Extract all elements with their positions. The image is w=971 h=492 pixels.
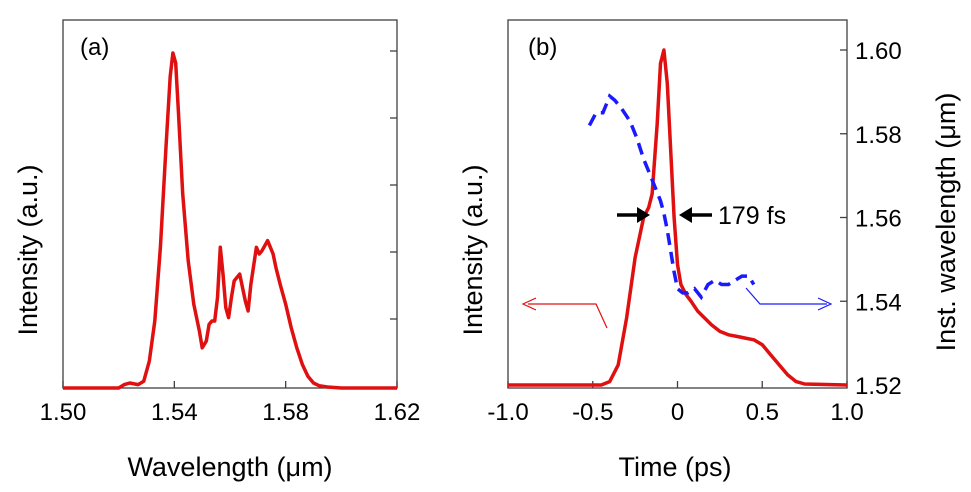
panel-b-x-tick-label: -1.0 — [487, 399, 528, 426]
panel-b-inst-wavelength-line — [587, 93, 756, 301]
panel-b-right-y-axis-label: Inst. wavelength (μm) — [931, 93, 961, 352]
panel-a-spectrum-line — [63, 51, 397, 390]
fwhm-right-arrow — [679, 207, 712, 223]
panel-b: -1.0 -0.5 0 0.5 1.0 1.52 1.54 1.56 1.58 1.60 (b)… — [458, 19, 961, 482]
panel-b-right-y-tick-label: 1.54 — [855, 289, 902, 316]
right-axis-indicator-arrow — [745, 287, 833, 311]
panel-b-x-tick-label: -0.5 — [572, 399, 613, 426]
panel-b-y-axis-label: Intensity (a.u.) — [458, 164, 488, 335]
panel-b-x-tick-label: 0.5 — [746, 399, 779, 426]
panel-b-right-y-tick-label: 1.52 — [855, 373, 902, 400]
panel-b-label: (b) — [528, 34, 557, 61]
panel-a-y-ticks — [390, 50, 397, 320]
panel-a-x-tick-label: 1.50 — [40, 399, 87, 426]
panel-b-x-tick-label: 0 — [671, 399, 684, 426]
fwhm-annotation: 179 fs — [718, 202, 786, 230]
panel-b-x-axis-label: Time (ps) — [619, 452, 732, 482]
panel-a-label: (a) — [80, 34, 109, 61]
panel-b-right-y-ticks: 1.52 1.54 1.56 1.58 1.60 — [840, 38, 902, 400]
panel-b-right-y-tick-label: 1.56 — [855, 206, 902, 233]
panel-b-intensity-line — [508, 48, 848, 387]
fwhm-left-arrow — [617, 207, 650, 223]
panel-a-x-tick-label: 1.58 — [262, 399, 309, 426]
panel-a-x-ticks: 1.50 1.54 1.58 1.62 — [40, 381, 421, 426]
panel-b-plot-frame — [507, 19, 848, 389]
panel-a-x-tick-label: 1.62 — [374, 399, 421, 426]
left-axis-indicator-arrow — [521, 297, 608, 329]
panel-a-y-axis-label: Intensity (a.u.) — [13, 164, 43, 335]
panel-a: 1.50 1.54 1.58 1.62 (a) Wavelength (μm) Int… — [13, 19, 421, 482]
panel-b-right-y-tick-label: 1.58 — [855, 122, 902, 149]
panel-b-x-tick-label: 1.0 — [830, 399, 863, 426]
panel-a-x-axis-label: Wavelength (μm) — [127, 452, 332, 482]
panel-b-x-ticks: -1.0 -0.5 0 0.5 1.0 — [487, 381, 864, 426]
panel-a-x-tick-label: 1.54 — [151, 399, 198, 426]
panel-b-right-y-tick-label: 1.60 — [855, 38, 902, 65]
panel-a-plot-frame — [62, 19, 398, 389]
